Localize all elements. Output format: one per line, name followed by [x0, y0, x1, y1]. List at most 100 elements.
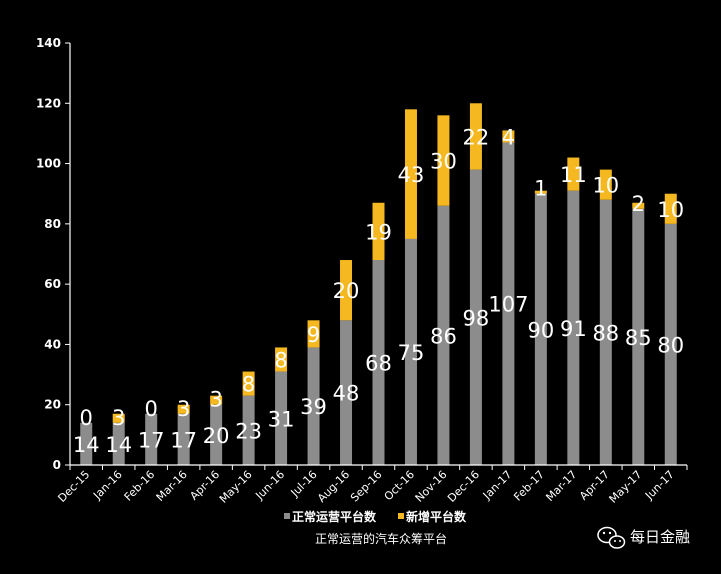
bar-label-normal: 14 — [73, 433, 100, 457]
y-tick-label: 40 — [44, 337, 61, 351]
legend-swatch-normal — [284, 513, 290, 519]
bar-label-new: 19 — [365, 220, 392, 244]
bars — [80, 103, 677, 466]
bar-new — [242, 371, 255, 396]
bar-label-normal: 80 — [657, 333, 684, 357]
bar-normal — [534, 193, 547, 465]
bar-normal — [437, 205, 450, 465]
bar-normal — [275, 371, 288, 465]
bar-normal — [112, 422, 125, 465]
bar-new — [502, 130, 515, 143]
bar-new — [599, 169, 612, 200]
bar-normal — [307, 347, 320, 465]
bar-new — [632, 202, 645, 209]
bar-new — [112, 413, 125, 423]
bar-label-new: 8 — [274, 349, 287, 373]
bar-label-normal: 85 — [625, 326, 652, 350]
x-tick-label: Dec-16 — [445, 468, 482, 505]
x-tick-label: Feb-16 — [122, 468, 158, 504]
bar-new — [340, 260, 353, 321]
legend: 正常运营平台数 新增平台数 — [284, 509, 467, 524]
bar-normal — [632, 208, 645, 466]
x-tick-label: Sep-16 — [348, 468, 385, 505]
bar-normal — [599, 199, 612, 465]
data-labels: 1401431701732032383183994820681975438630… — [73, 125, 684, 456]
bar-label-normal: 107 — [488, 293, 528, 317]
y-tick-label: 20 — [44, 398, 61, 412]
bar-label-normal: 48 — [333, 382, 360, 406]
bar-label-normal: 17 — [138, 428, 165, 452]
bar-label-normal: 91 — [560, 317, 587, 341]
bar-normal — [664, 223, 677, 465]
bar-label-normal: 20 — [203, 424, 230, 448]
bar-new — [210, 395, 223, 405]
bar-label-normal: 75 — [398, 341, 425, 365]
x-tick-label: Feb-17 — [511, 468, 547, 504]
bar-new — [275, 347, 288, 372]
bar-normal — [469, 169, 482, 465]
bar-label-new: 20 — [333, 279, 360, 303]
bar-label-new: 30 — [430, 150, 457, 174]
x-tick-label: Jan-16 — [90, 468, 125, 503]
y-tick-label: 120 — [36, 96, 61, 110]
bar-label-normal: 68 — [365, 352, 392, 376]
watermark: 每日金融 — [597, 526, 690, 549]
bar-label-new: 0 — [80, 406, 93, 430]
x-axis: Dec-15Jan-16Feb-16Mar-16Apr-16May-16Jun-… — [55, 464, 688, 506]
y-tick-label: 140 — [36, 36, 61, 50]
bar-normal — [210, 404, 223, 465]
bar-new — [469, 103, 482, 170]
wechat-icon — [597, 526, 626, 549]
x-tick-label: Jun-16 — [252, 468, 287, 503]
y-axis: 0 20 40 60 80 100 120 140 — [36, 36, 71, 472]
bar-label-new: 8 — [242, 373, 255, 397]
bar-label-new: 3 — [112, 406, 125, 430]
x-tick-label: Aug-16 — [315, 468, 352, 505]
bar-label-new: 9 — [307, 323, 320, 347]
bar-new — [177, 404, 190, 414]
bar-label-new: 22 — [463, 125, 490, 149]
bar-new — [404, 109, 417, 239]
bar-normal — [567, 190, 580, 465]
bar-label-new: 11 — [560, 163, 587, 187]
bar-label-new: 10 — [592, 174, 619, 198]
y-tick-label: 0 — [53, 458, 61, 472]
bar-label-normal: 31 — [268, 407, 295, 431]
bar-label-normal: 98 — [463, 306, 490, 330]
bar-normal — [404, 238, 417, 465]
bar-normal — [145, 413, 158, 465]
x-tick-label: Jan-17 — [480, 468, 515, 503]
bar-label-new: 43 — [398, 163, 425, 187]
bar-label-new: 0 — [144, 397, 157, 421]
bar-new — [534, 190, 547, 194]
bar-label-normal: 90 — [528, 318, 555, 342]
x-tick-label: Mar-17 — [543, 468, 579, 504]
bar-label-new: 3 — [177, 397, 190, 421]
bar-label-normal: 23 — [235, 419, 262, 443]
bar-normal — [502, 142, 515, 465]
watermark-text: 每日金融 — [630, 528, 690, 546]
bar-new — [372, 202, 385, 261]
y-tick-label: 80 — [44, 217, 61, 231]
bar-normal — [340, 320, 353, 465]
bar-label-normal: 14 — [105, 433, 132, 457]
bar-normal — [80, 422, 93, 465]
y-tick-label: 60 — [44, 277, 61, 291]
bar-label-new: 10 — [657, 198, 684, 222]
bar-label-new: 2 — [632, 192, 645, 216]
x-tick-label: Mar-16 — [154, 468, 190, 504]
legend-label-normal: 正常运营平台数 — [292, 509, 377, 524]
chart-caption: 正常运营的汽车众筹平台 — [315, 531, 447, 546]
bar-label-normal: 88 — [592, 321, 619, 345]
bar-new — [307, 320, 320, 348]
bar-normal — [242, 395, 255, 465]
bar-label-normal: 39 — [300, 395, 327, 419]
y-tick-label: 100 — [36, 157, 61, 171]
bar-label-normal: 86 — [430, 324, 457, 348]
bar-label-normal: 17 — [170, 428, 197, 452]
x-tick-label: May-16 — [217, 468, 255, 506]
bar-new — [664, 193, 677, 224]
legend-swatch-new — [398, 513, 404, 519]
bar-label-new: 1 — [534, 177, 547, 201]
